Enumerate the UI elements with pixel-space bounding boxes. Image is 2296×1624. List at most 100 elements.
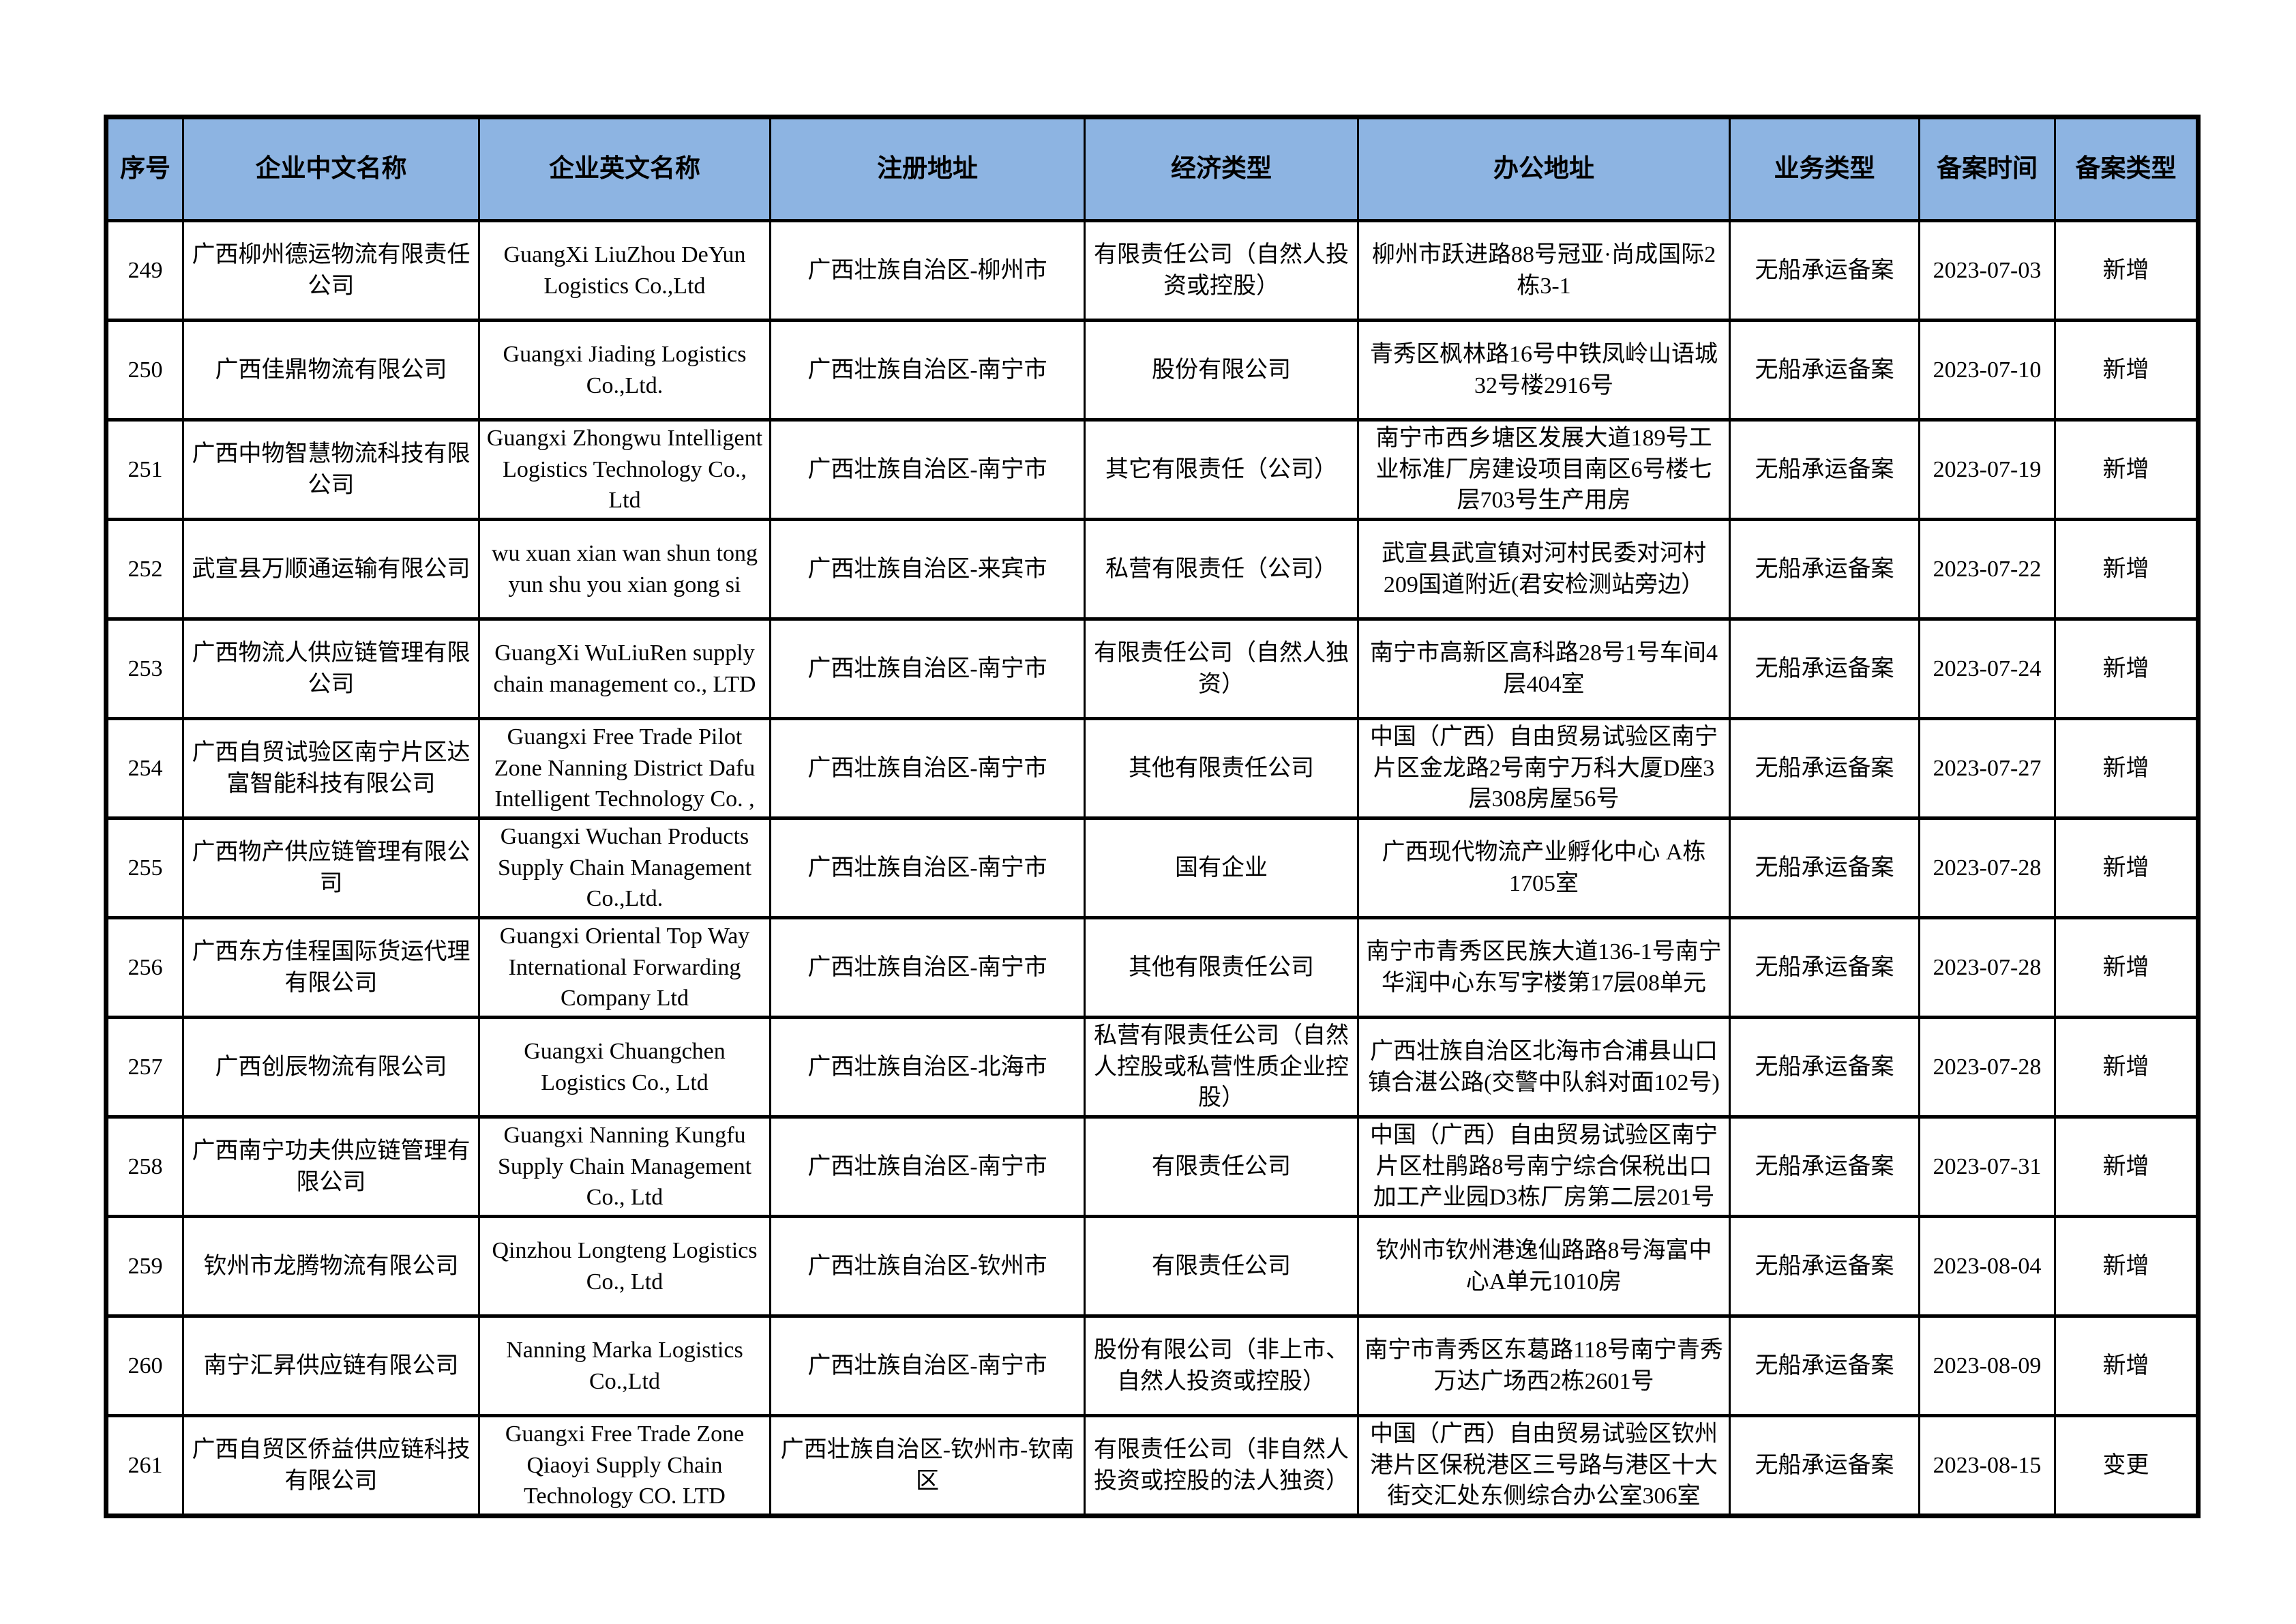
cell-text: 广西壮族自治区-南宁市 <box>807 655 1047 681</box>
cell-text: 258 <box>128 1153 163 1179</box>
cell-text: 无船承运备案 <box>1755 855 1894 881</box>
cell-seq: 256 <box>105 916 184 1019</box>
cell-text: 中国（广西）自由贸易试验区南宁片区杜鹃路8号南宁综合保税出口加工产业园D3栋厂房… <box>1370 1123 1718 1211</box>
cell-cn_name: 南宁汇昇供应链有限公司 <box>182 1314 480 1417</box>
cell-biz_type: 无船承运备案 <box>1729 418 1920 521</box>
column-header-label: 备案时间 <box>1937 155 2038 183</box>
cell-text: 广西中物智慧物流科技有限公司 <box>192 441 471 498</box>
cell-text: 无船承运备案 <box>1755 755 1894 781</box>
cell-seq: 251 <box>105 418 184 521</box>
cell-reg_addr: 广西壮族自治区-南宁市 <box>769 717 1086 820</box>
cell-record_date: 2023-07-28 <box>1918 1016 2056 1119</box>
cell-text: 2023-07-28 <box>1933 1054 2042 1080</box>
cell-record_type: 新增 <box>2054 518 2199 621</box>
column-header-label: 备案类型 <box>2075 155 2177 183</box>
cell-reg_addr: 广西壮族自治区-钦州市-钦南区 <box>769 1414 1086 1518</box>
cell-text: 新增 <box>2102 456 2149 482</box>
cell-cn_name: 广西创辰物流有限公司 <box>182 1016 480 1119</box>
cell-text: 广西壮族自治区-来宾市 <box>807 556 1047 582</box>
cell-text: 2023-08-15 <box>1933 1452 2042 1478</box>
cell-text: 新增 <box>2102 357 2149 383</box>
cell-text: 广西壮族自治区-南宁市 <box>807 1353 1047 1378</box>
cell-text: 私营有限责任公司（自然人控股或私营性质企业控股） <box>1094 1023 1349 1111</box>
cell-record_date: 2023-08-04 <box>1918 1215 2056 1318</box>
cell-text: 无船承运备案 <box>1755 655 1894 681</box>
cell-text: 变更 <box>2102 1452 2149 1478</box>
cell-text: 广西自贸试验区南宁片区达富智能科技有限公司 <box>192 739 471 797</box>
cell-text: 广西壮族自治区-钦州市 <box>807 1253 1047 1279</box>
cell-en_name: Guangxi Free Trade Pilot Zone Nanning Di… <box>478 717 771 820</box>
cell-text: 253 <box>128 655 163 681</box>
cell-record_date: 2023-07-19 <box>1918 418 2056 521</box>
cell-text: 广西壮族自治区-钦州市-钦南区 <box>780 1436 1075 1494</box>
cell-record_type: 新增 <box>2054 319 2199 422</box>
cell-text: 广西壮族自治区北海市合浦县山口镇合湛公路(交警中队斜对面102号) <box>1368 1038 1720 1095</box>
cell-text: 无船承运备案 <box>1755 1452 1894 1478</box>
cell-reg_addr: 广西壮族自治区-柳州市 <box>769 219 1086 322</box>
table-row: 256 广西东方佳程国际货运代理有限公司 Guangxi Oriental Top … <box>105 916 2199 1019</box>
cell-text: Guangxi Free Trade Zone Qiaoyi Supply Ch… <box>505 1421 745 1509</box>
cell-text: 有限责任公司 <box>1152 1153 1291 1179</box>
cell-text: 无船承运备案 <box>1755 1353 1894 1378</box>
cell-reg_addr: 广西壮族自治区-南宁市 <box>769 1314 1086 1417</box>
cell-seq: 249 <box>105 219 184 322</box>
cell-text: Qinzhou Longteng Logistics Co., Ltd <box>492 1237 758 1295</box>
cell-office_addr: 中国（广西）自由贸易试验区南宁片区金龙路2号南宁万科大厦D座3层308房屋56号 <box>1357 717 1731 820</box>
cell-text: Guangxi Zhongwu Intelligent Logistics Te… <box>486 426 763 514</box>
cell-text: 新增 <box>2102 755 2149 781</box>
column-header-biz_type: 业务类型 <box>1729 115 1920 222</box>
cell-biz_type: 无船承运备案 <box>1729 1414 1920 1518</box>
cell-text: 新增 <box>2102 1253 2149 1279</box>
cell-text: Guangxi Free Trade Pilot Zone Nanning Di… <box>494 724 756 812</box>
cell-text: 钦州市龙腾物流有限公司 <box>203 1253 459 1279</box>
cell-text: 其他有限责任公司 <box>1129 954 1314 980</box>
cell-seq: 258 <box>105 1115 184 1218</box>
cell-text: 股份有限公司 <box>1152 357 1291 383</box>
cell-text: 南宁市青秀区民族大道136-1号南宁华润中心东写字楼第17层08单元 <box>1366 939 1722 996</box>
table-row: 251 广西中物智慧物流科技有限公司 Guangxi Zhongwu Intelli… <box>105 418 2199 521</box>
cell-text: 2023-08-09 <box>1933 1353 2042 1378</box>
cell-econ_type: 股份有限公司（非上市、自然人投资或控股） <box>1084 1314 1359 1417</box>
cell-seq: 255 <box>105 816 184 919</box>
cell-en_name: Guangxi Nanning Kungfu Supply Chain Mana… <box>478 1115 771 1218</box>
cell-seq: 250 <box>105 319 184 422</box>
cell-text: 260 <box>128 1353 163 1378</box>
cell-cn_name: 广西自贸区侨益供应链科技有限公司 <box>182 1414 480 1518</box>
cell-econ_type: 私营有限责任（公司） <box>1084 518 1359 621</box>
table-head: 序号 企业中文名称 企业英文名称 注册地址 经济类型 办公地址 业务类型 备案时间 备案类型 <box>105 115 2199 222</box>
cell-record_type: 新增 <box>2054 1115 2199 1218</box>
cell-text: 有限责任公司（自然人投资或控股） <box>1094 241 1349 299</box>
cell-biz_type: 无船承运备案 <box>1729 219 1920 322</box>
cell-text: 广西现代物流产业孵化中心 A栋1705室 <box>1382 839 1706 896</box>
cell-biz_type: 无船承运备案 <box>1729 816 1920 919</box>
cell-econ_type: 其它有限责任（公司） <box>1084 418 1359 521</box>
cell-text: 2023-07-31 <box>1933 1153 2042 1179</box>
cell-office_addr: 广西壮族自治区北海市合浦县山口镇合湛公路(交警中队斜对面102号) <box>1357 1016 1731 1119</box>
cell-text: 广西壮族自治区-南宁市 <box>807 456 1047 482</box>
cell-text: 新增 <box>2102 1054 2149 1080</box>
cell-econ_type: 有限责任公司（自然人投资或控股） <box>1084 219 1359 322</box>
cell-text: 新增 <box>2102 954 2149 980</box>
cell-text: 无船承运备案 <box>1755 1054 1894 1080</box>
column-header-en_name: 企业英文名称 <box>478 115 771 222</box>
cell-text: 南宁市高新区高科路28号1号车间4层404室 <box>1370 640 1718 697</box>
cell-econ_type: 私营有限责任公司（自然人控股或私营性质企业控股） <box>1084 1016 1359 1119</box>
cell-reg_addr: 广西壮族自治区-南宁市 <box>769 617 1086 720</box>
cell-cn_name: 广西佳鼎物流有限公司 <box>182 319 480 422</box>
cell-text: 无船承运备案 <box>1755 357 1894 383</box>
cell-biz_type: 无船承运备案 <box>1729 1215 1920 1318</box>
column-header-label: 序号 <box>120 155 170 183</box>
cell-en_name: Guangxi Chuangchen Logistics Co., Ltd <box>478 1016 771 1119</box>
cell-biz_type: 无船承运备案 <box>1729 717 1920 820</box>
cell-en_name: Qinzhou Longteng Logistics Co., Ltd <box>478 1215 771 1318</box>
cell-text: 252 <box>128 556 163 582</box>
cell-office_addr: 钦州市钦州港逸仙路路8号海富中心A单元1010房 <box>1357 1215 1731 1318</box>
cell-econ_type: 有限责任公司（非自然人投资或控股的法人独资） <box>1084 1414 1359 1518</box>
table-row: 261 广西自贸区侨益供应链科技有限公司 Guangxi Free Trade Zo… <box>105 1414 2199 1518</box>
cell-text: 256 <box>128 954 163 980</box>
cell-text: 2023-07-28 <box>1933 954 2042 980</box>
cell-biz_type: 无船承运备案 <box>1729 617 1920 720</box>
cell-text: 2023-07-03 <box>1933 257 2042 283</box>
cell-text: 中国（广西）自由贸易试验区南宁片区金龙路2号南宁万科大厦D座3层308房屋56号 <box>1370 724 1718 812</box>
cell-text: 无船承运备案 <box>1755 954 1894 980</box>
